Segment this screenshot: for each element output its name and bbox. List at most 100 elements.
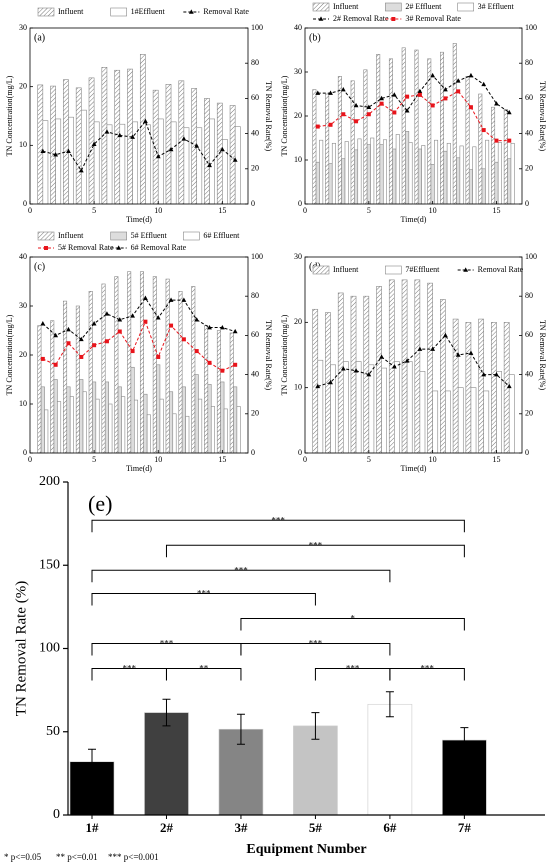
y2-tick-label: 40 xyxy=(525,369,533,378)
marker xyxy=(233,362,238,367)
marker xyxy=(391,92,397,97)
marker xyxy=(430,72,436,78)
bar xyxy=(363,69,368,205)
marker xyxy=(207,360,212,365)
significance-bracket xyxy=(240,618,465,631)
significance-label: *** xyxy=(197,589,211,599)
significance-bracket xyxy=(91,519,465,533)
x-tick-label: 15 xyxy=(492,455,500,464)
y-tick-label: 20 xyxy=(19,81,27,90)
bar xyxy=(196,127,203,205)
bar xyxy=(459,145,464,205)
y-tick-label: 10 xyxy=(294,155,302,164)
marker xyxy=(53,332,59,338)
y-tick-label: 10 xyxy=(19,399,27,408)
x-tick-label: 5 xyxy=(367,206,371,215)
bar xyxy=(472,146,477,205)
legend-swatch xyxy=(37,7,55,17)
marker xyxy=(379,95,384,101)
y-tick-label: 0 xyxy=(53,807,60,822)
y2-tick-label: 100 xyxy=(525,252,537,261)
significance-bracket xyxy=(389,667,465,681)
bar xyxy=(63,79,69,205)
legend-swatch xyxy=(37,231,55,241)
bar xyxy=(207,384,212,454)
marker xyxy=(315,90,321,95)
plot-frame xyxy=(304,27,523,205)
marker xyxy=(219,146,225,152)
y2-tick-label: 20 xyxy=(251,164,259,173)
bar xyxy=(494,161,499,205)
bar xyxy=(80,109,87,205)
bar xyxy=(210,406,215,454)
marker xyxy=(430,103,435,108)
marker xyxy=(443,96,448,101)
bar xyxy=(152,276,157,454)
bar xyxy=(496,371,502,454)
legend-label: Removal Rate xyxy=(478,265,524,274)
marker xyxy=(379,354,384,359)
bar xyxy=(421,145,426,205)
bar xyxy=(144,712,189,816)
significance-label: *** xyxy=(309,540,323,550)
significance-label: *** xyxy=(234,565,248,575)
y2-tick-label: 60 xyxy=(525,330,533,339)
bar xyxy=(185,415,190,454)
marker xyxy=(155,153,161,159)
bar xyxy=(44,409,49,454)
bar xyxy=(483,390,490,454)
marker xyxy=(507,138,512,143)
y-tick-label: 0 xyxy=(298,448,302,457)
bar xyxy=(414,49,419,205)
bar xyxy=(191,286,196,454)
legend-swatch xyxy=(110,231,127,241)
legend-label: 7#Effluent xyxy=(405,265,440,274)
x-tick-label: 5 xyxy=(367,455,371,464)
bar xyxy=(510,142,515,205)
marker xyxy=(315,383,321,389)
marker xyxy=(53,362,58,367)
y-tick-label: 20 xyxy=(294,111,302,120)
bar xyxy=(465,322,472,454)
marker xyxy=(417,346,423,351)
panel-label: (e) xyxy=(88,491,112,516)
bar xyxy=(456,157,461,205)
bar xyxy=(376,286,382,454)
legend-label: 6# Removal Rate xyxy=(131,243,187,252)
x-tick-label: 5 xyxy=(92,455,96,464)
bar xyxy=(82,391,87,454)
bar xyxy=(350,80,355,205)
error-bar xyxy=(385,691,394,718)
bar xyxy=(381,367,387,454)
x-tick-label: 0 xyxy=(303,206,307,215)
bar xyxy=(236,406,241,454)
y-axis-label: TN Concentration(mg/L) xyxy=(280,75,289,156)
x-tick-label: 0 xyxy=(28,206,32,215)
marker xyxy=(455,78,461,83)
y-axis-label: TN Concentration(mg/L) xyxy=(280,314,289,395)
y2-tick-label: 0 xyxy=(525,199,529,208)
bar xyxy=(198,398,203,454)
bar xyxy=(503,109,508,205)
marker xyxy=(494,138,499,143)
y2-tick-label: 100 xyxy=(251,252,263,261)
y-tick-label: 30 xyxy=(19,301,27,310)
bar xyxy=(382,139,387,205)
y2-tick-label: 0 xyxy=(251,199,255,208)
marker xyxy=(117,317,123,322)
bar xyxy=(366,144,371,205)
y-tick-label: 100 xyxy=(39,641,60,656)
marker xyxy=(468,72,474,78)
significance-bracket xyxy=(165,544,465,558)
marker xyxy=(168,146,174,152)
bar xyxy=(229,105,236,205)
marker xyxy=(44,246,48,250)
significance-label: ** xyxy=(199,664,209,674)
bar xyxy=(156,364,161,454)
x-tick-label: 0 xyxy=(303,455,307,464)
marker xyxy=(194,143,200,148)
y-tick-label: 10 xyxy=(19,140,27,149)
marker xyxy=(91,321,97,326)
y2-axis-label: TN Removal Rate(%) xyxy=(538,81,547,152)
bar xyxy=(317,359,324,454)
